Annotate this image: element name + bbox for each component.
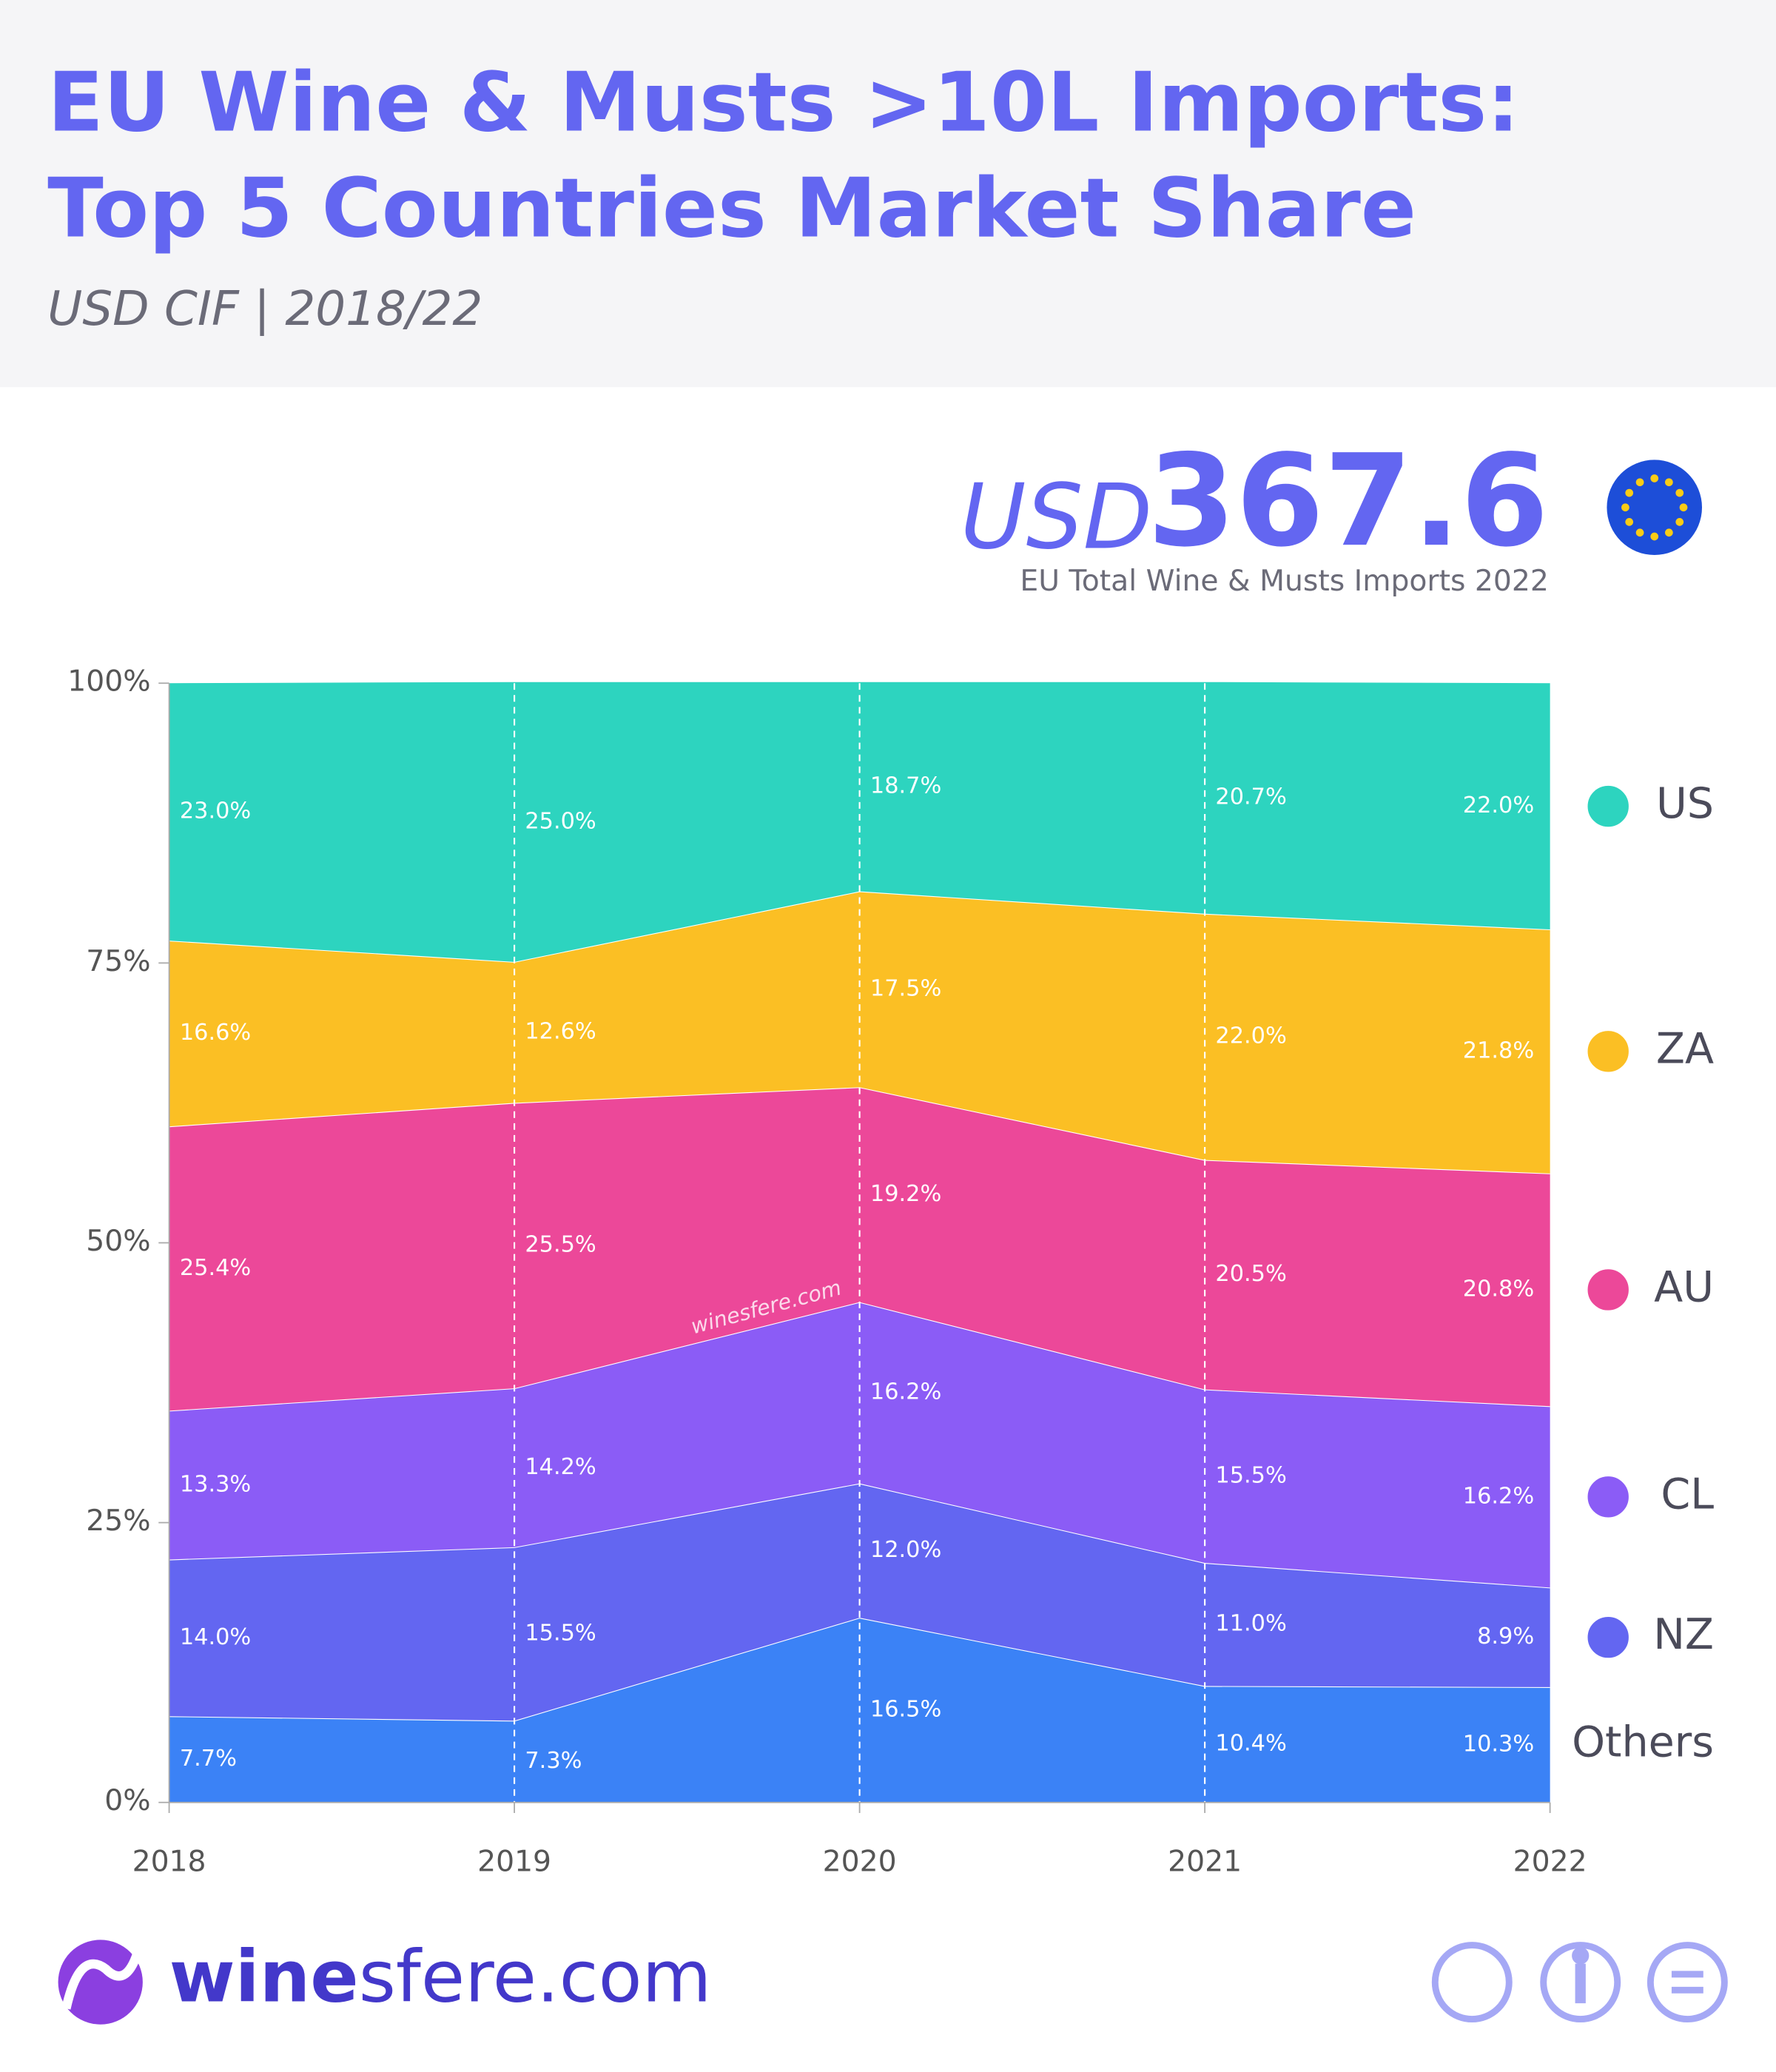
value-label: 11.0% <box>1215 1611 1286 1637</box>
value-label: 12.0% <box>870 1537 941 1563</box>
value-label: 14.2% <box>525 1454 596 1480</box>
brand: winesfere.com <box>169 1936 712 2019</box>
headline-value: 367.6 <box>1148 428 1549 575</box>
headline-caption: EU Total Wine & Musts Imports 2022 <box>1020 565 1548 598</box>
brand-part: wine <box>169 1936 359 2019</box>
star <box>1621 503 1629 512</box>
subtitle: USD CIF | 2018/22 <box>47 281 482 337</box>
star <box>1675 488 1684 497</box>
value-label: 22.0% <box>1463 793 1534 818</box>
legend-label: US <box>1656 779 1714 828</box>
value-label: 14.0% <box>180 1624 251 1650</box>
y-tick-label: 0% <box>104 1784 150 1817</box>
legend-flag <box>1584 1472 1633 1521</box>
star <box>1650 532 1659 541</box>
value-label: 10.3% <box>1463 1731 1534 1757</box>
legend-flag <box>1584 1612 1633 1662</box>
legend-label: Others <box>1572 1718 1714 1766</box>
x-tick-label: 2019 <box>477 1845 551 1878</box>
star <box>1650 474 1659 482</box>
star <box>1675 518 1684 526</box>
logo <box>58 1940 143 2025</box>
value-label: 20.5% <box>1215 1261 1286 1287</box>
value-label: 25.0% <box>525 808 596 834</box>
eu-flag <box>1607 460 1702 555</box>
y-tick-label: 75% <box>86 945 150 978</box>
legend-label: AU <box>1654 1263 1714 1312</box>
value-label: 18.7% <box>870 773 941 799</box>
value-label: 23.0% <box>180 798 251 824</box>
x-tick-label: 2018 <box>132 1845 206 1878</box>
legend-label: NZ <box>1653 1610 1714 1659</box>
y-tick-label: 100% <box>67 665 150 699</box>
title-line: Top 5 Countries Market Share <box>47 161 1416 257</box>
value-label: 19.2% <box>870 1181 941 1207</box>
value-label: 13.3% <box>180 1471 251 1497</box>
value-label: 7.3% <box>525 1748 582 1774</box>
brand-part: sfere.com <box>359 1936 712 2019</box>
value-label: 20.8% <box>1463 1276 1534 1302</box>
value-label: 25.4% <box>180 1255 251 1281</box>
y-tick-label: 50% <box>86 1225 150 1258</box>
star <box>1679 503 1688 512</box>
star <box>1625 518 1634 526</box>
value-label: 16.5% <box>870 1696 941 1722</box>
value-label: 21.8% <box>1463 1037 1534 1063</box>
value-label: 15.5% <box>1215 1462 1286 1488</box>
headline-prefix: USD <box>961 464 1152 569</box>
legend-label: CL <box>1661 1470 1714 1518</box>
value-label: 8.9% <box>1477 1624 1534 1649</box>
title-line: EU Wine & Musts >10L Imports: <box>47 56 1519 151</box>
value-label: 16.2% <box>870 1379 941 1405</box>
value-label: 10.4% <box>1215 1731 1286 1757</box>
value-label: 16.2% <box>1463 1483 1534 1509</box>
value-label: 25.5% <box>525 1232 596 1258</box>
license-icons <box>1431 1942 1728 2023</box>
y-tick-label: 25% <box>86 1504 150 1538</box>
value-label: 12.6% <box>525 1019 596 1045</box>
star <box>1665 478 1673 487</box>
legend-label: ZA <box>1656 1024 1714 1073</box>
header-bg <box>0 0 1776 388</box>
star <box>1665 528 1673 537</box>
star <box>1635 528 1644 537</box>
value-label: 16.6% <box>180 1020 251 1046</box>
value-label: 7.7% <box>180 1746 237 1772</box>
x-tick-label: 2021 <box>1168 1845 1242 1878</box>
value-label: 17.5% <box>870 975 941 1001</box>
star <box>1625 488 1634 497</box>
x-tick-label: 2022 <box>1513 1845 1587 1878</box>
value-label: 15.5% <box>525 1621 596 1646</box>
legend-flag <box>1584 1265 1633 1315</box>
x-tick-label: 2020 <box>823 1845 897 1878</box>
value-label: 22.0% <box>1215 1023 1286 1049</box>
star <box>1635 478 1644 487</box>
legend-flag <box>1584 1026 1633 1076</box>
legend-flag <box>1584 781 1633 831</box>
value-label: 20.7% <box>1215 784 1286 810</box>
